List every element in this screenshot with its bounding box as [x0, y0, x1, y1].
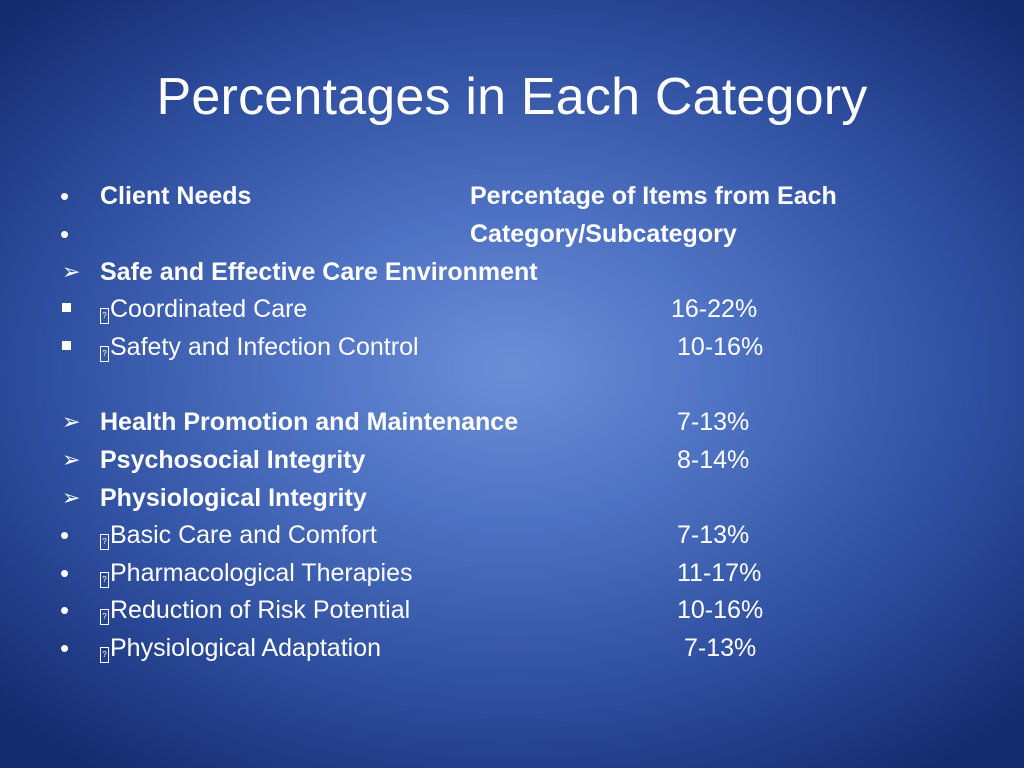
arrow-bullet-icon: ➢ — [62, 485, 81, 510]
list-item: • ? Pharmacological Therapies 11-17% — [0, 555, 1024, 591]
arrow-bullet-icon: ➢ — [62, 447, 81, 472]
percentage-value: 16-22% — [671, 295, 758, 323]
percentage-value: 7-13% — [684, 634, 757, 662]
header-row-1: • Client Needs Percentage of Items from … — [0, 178, 1024, 214]
arrow-bullet-icon: ➢ — [62, 409, 81, 434]
category-label: Physiological Integrity — [100, 484, 367, 512]
missing-glyph-icon: ? — [100, 609, 109, 625]
column-header-client-needs: Client Needs — [100, 182, 252, 210]
square-bullet-icon — [62, 303, 71, 312]
bullet-dot-icon: • — [60, 520, 70, 550]
missing-glyph-icon: ? — [100, 346, 109, 362]
subcategory-label: ? Reduction of Risk Potential — [100, 592, 410, 628]
missing-glyph-icon: ? — [100, 572, 109, 588]
subcategory-label: ? Physiological Adaptation — [100, 630, 381, 666]
subcategory-label: ? Pharmacological Therapies — [100, 555, 412, 591]
percentage-value: 7-13% — [677, 408, 750, 436]
percentage-value: 10-16% — [677, 333, 764, 361]
list-item: ➢ Physiological Integrity — [0, 480, 1024, 516]
subcategory-label: ? Basic Care and Comfort — [100, 517, 377, 553]
bullet-dot-icon: • — [60, 633, 70, 663]
missing-glyph-icon: ? — [100, 647, 109, 663]
bullet-dot-icon: • — [60, 181, 70, 211]
bullet-dot-icon: • — [60, 595, 70, 625]
category-label: Psychosocial Integrity — [100, 446, 366, 474]
category-label: Health Promotion and Maintenance — [100, 408, 519, 436]
slide-title: Percentages in Each Category — [156, 68, 868, 126]
bullet-dot-icon: • — [60, 558, 70, 588]
column-header-percentage: Percentage of Items from Each — [470, 182, 837, 210]
percentage-value: 11-17% — [677, 559, 762, 587]
arrow-bullet-icon: ➢ — [62, 259, 81, 284]
square-bullet-icon — [62, 341, 71, 350]
header-row-2: • Category/Subcategory — [0, 216, 1024, 252]
list-item: ➢ Health Promotion and Maintenance 7-13% — [0, 404, 1024, 440]
list-item: • ? Reduction of Risk Potential 10-16% — [0, 592, 1024, 628]
bullet-dot-icon: • — [60, 219, 70, 249]
column-header-category: Category/Subcategory — [470, 220, 737, 248]
category-label: Safe and Effective Care Environment — [100, 258, 538, 286]
list-item: ? Safety and Infection Control 10-16% — [0, 329, 1024, 365]
list-item: • ? Basic Care and Comfort 7-13% — [0, 517, 1024, 553]
subcategory-label: ? Coordinated Care — [100, 291, 307, 327]
list-item: ? Coordinated Care 16-22% — [0, 291, 1024, 327]
percentage-value: 8-14% — [677, 446, 750, 474]
missing-glyph-icon: ? — [100, 534, 109, 550]
list-item: ➢ Psychosocial Integrity 8-14% — [0, 442, 1024, 478]
percentage-value: 7-13% — [677, 521, 750, 549]
subcategory-label: ? Safety and Infection Control — [100, 329, 419, 365]
list-item: ➢ Safe and Effective Care Environment — [0, 254, 1024, 290]
missing-glyph-icon: ? — [100, 308, 109, 324]
percentage-value: 10-16% — [677, 596, 764, 624]
list-item: • ? Physiological Adaptation 7-13% — [0, 630, 1024, 666]
